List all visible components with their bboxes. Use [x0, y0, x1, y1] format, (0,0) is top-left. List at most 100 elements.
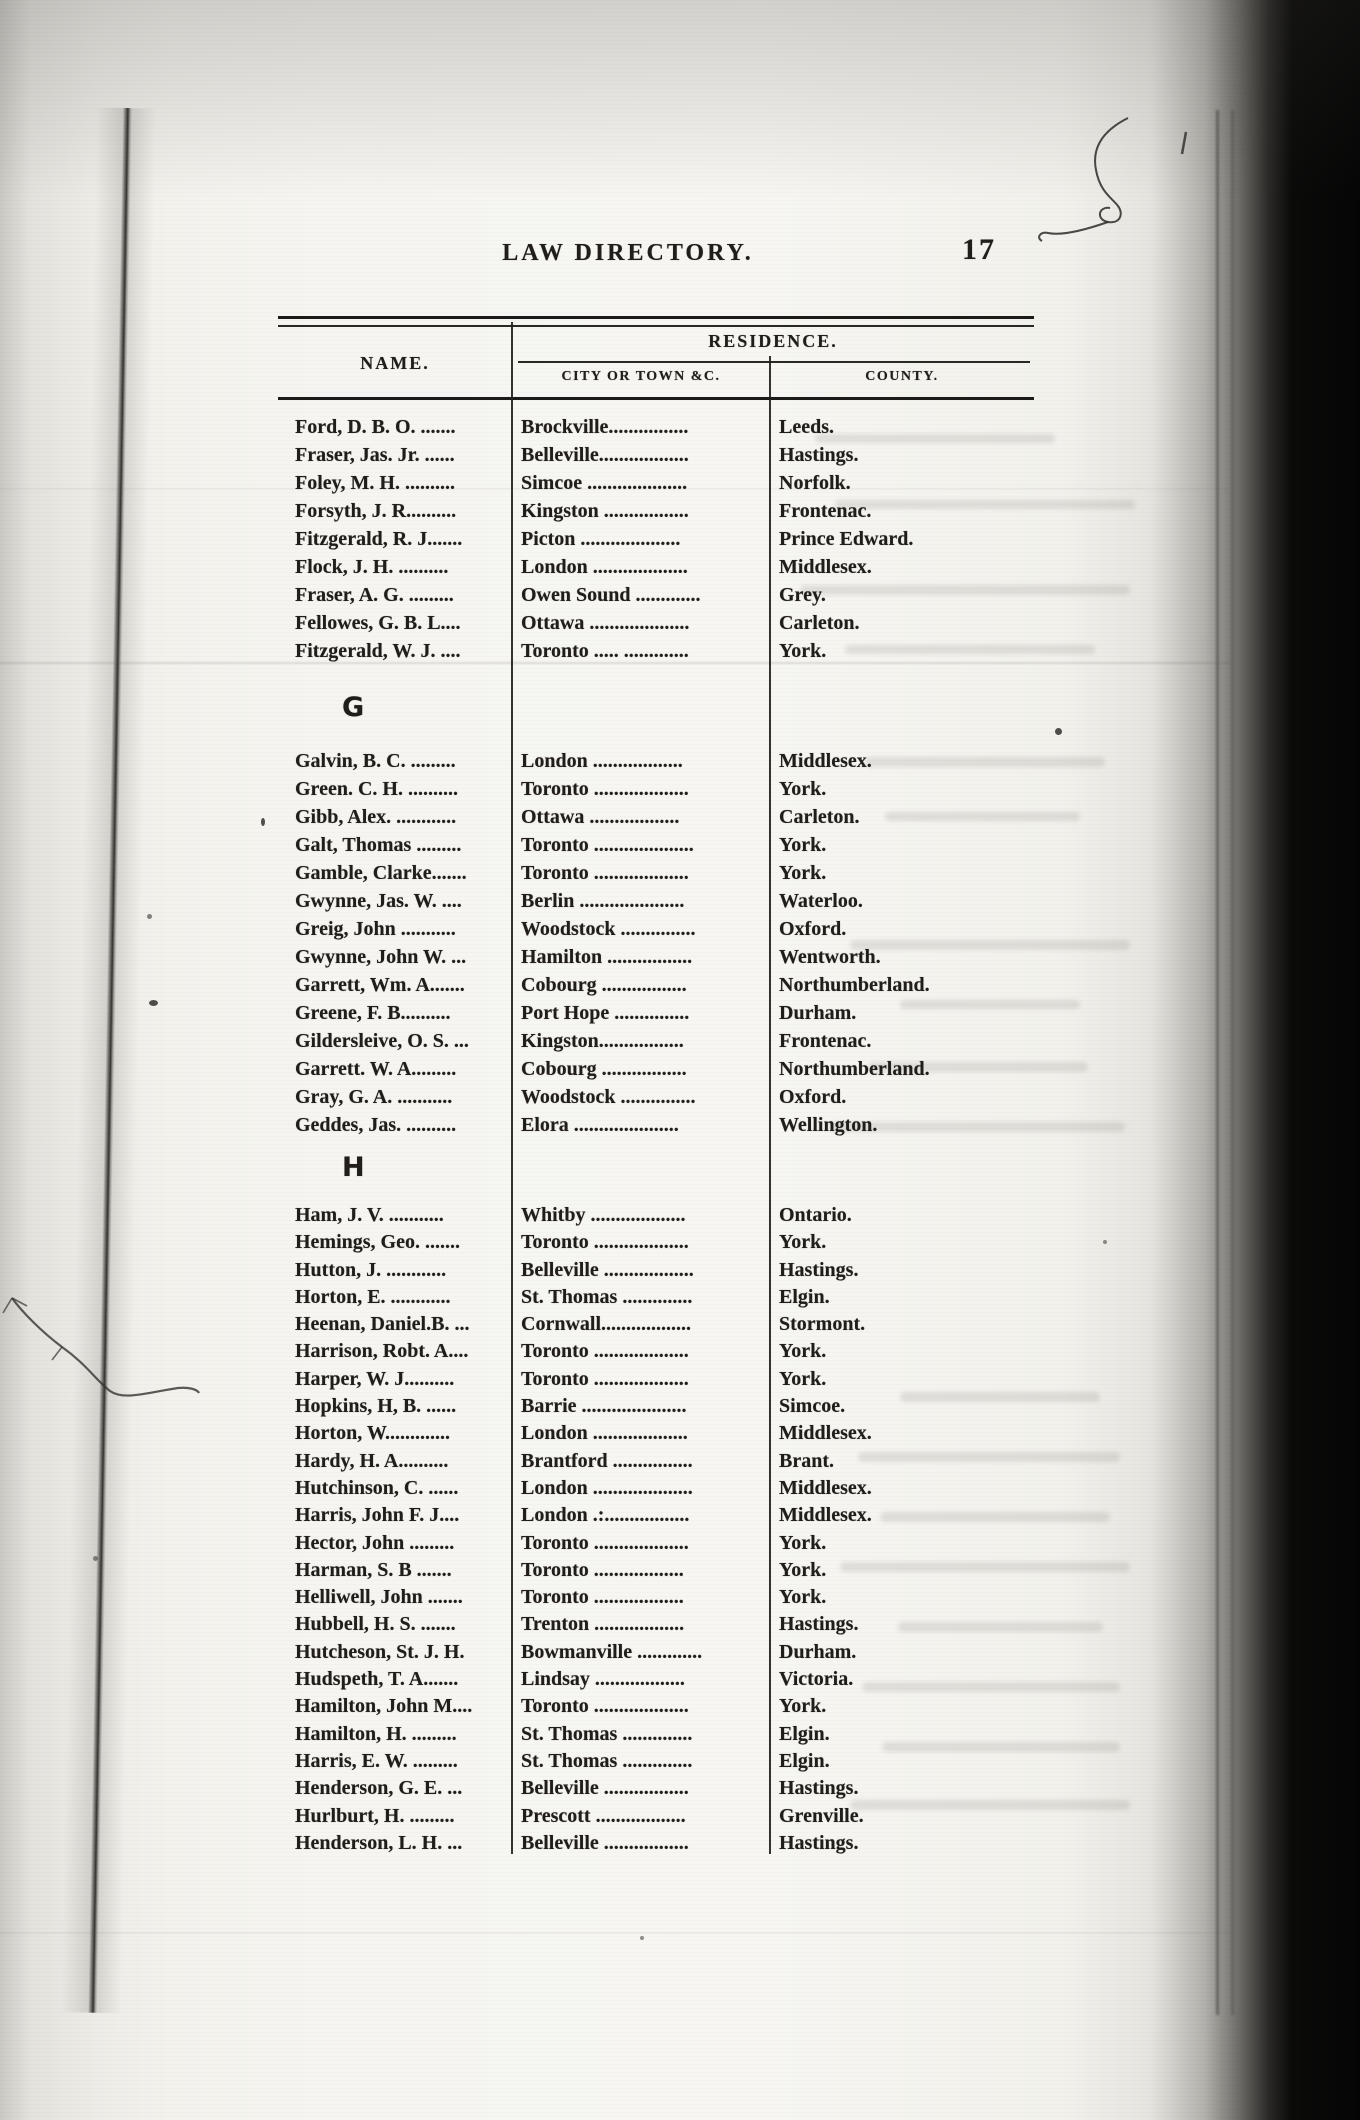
- row-name: Hubbell, H. S. .......: [295, 1613, 456, 1636]
- ink-speck: [261, 818, 265, 826]
- table-row: Gwynne, Jas. W. .... Berlin ............…: [278, 888, 1034, 916]
- row-city: Trenton ..................: [521, 1613, 685, 1636]
- row-county: Elgin.: [779, 1722, 830, 1745]
- bleedthrough-smudge: [880, 1512, 1110, 1522]
- row-city: Brantford ................: [521, 1449, 693, 1472]
- table-row: Fraser, A. G. ......... Owen Sound .....…: [278, 582, 1034, 610]
- row-county: Hastings.: [779, 1831, 859, 1854]
- row-city: Cobourg .................: [521, 974, 687, 996]
- bleedthrough-smudge: [830, 1122, 1125, 1132]
- row-name: Fraser, A. G. .........: [295, 584, 454, 606]
- row-city: Barrie .....................: [521, 1395, 687, 1418]
- table-row: Fellowes, G. B. L.... Ottawa ...........…: [278, 610, 1034, 638]
- row-city: Toronto ...................: [521, 862, 689, 884]
- table-row: Henderson, G. E. ... Belleville ........…: [278, 1775, 1034, 1802]
- bleedthrough-smudge: [815, 434, 1055, 443]
- row-city: Whitby ...................: [521, 1204, 686, 1226]
- row-name: Ham, J. V. ...........: [295, 1204, 444, 1226]
- row-county: York.: [779, 778, 827, 800]
- bleedthrough-smudge: [862, 1682, 1120, 1692]
- bleedthrough-smudge: [800, 585, 1130, 595]
- row-name: Hutchinson, C. ......: [295, 1476, 459, 1499]
- table-row: Garrett. W. A......... Cobourg .........…: [278, 1056, 1034, 1084]
- row-name: Hudspeth, T. A.......: [295, 1668, 459, 1691]
- row-name: Hurlburt, H. .........: [295, 1804, 455, 1827]
- row-city: Toronto ...................: [521, 1531, 689, 1554]
- row-name: Gwynne, John W. ...: [295, 946, 467, 968]
- table-row: Hamilton, H. ......... St. Thomas ......…: [278, 1721, 1034, 1748]
- table-row: Gildersleive, O. S. ... Kingston........…: [278, 1028, 1034, 1056]
- table-row: Hemings, Geo. ....... Toronto ..........…: [278, 1229, 1034, 1256]
- row-city: Brockville................: [521, 416, 689, 438]
- row-county: Oxford.: [779, 1086, 847, 1108]
- table-row: Horton, W............. London ..........…: [278, 1420, 1034, 1447]
- bleedthrough-smudge: [865, 757, 1105, 767]
- row-city: Ottawa ....................: [521, 612, 690, 634]
- row-name: Harman, S. B .......: [295, 1558, 452, 1581]
- row-city: Cobourg .................: [521, 1058, 687, 1080]
- row-name: Harris, E. W. .........: [295, 1749, 458, 1772]
- scan-streak: [0, 1932, 1230, 1934]
- row-county: York.: [779, 1586, 827, 1609]
- table-row: Hector, John ......... Toronto .........…: [278, 1530, 1034, 1557]
- row-county: Hastings.: [779, 444, 859, 466]
- row-city: Belleville ..................: [521, 1258, 694, 1281]
- table-row: Gray, G. A. ........... Woodstock ......…: [278, 1084, 1034, 1112]
- table-row: Hutton, J. ............ Belleville .....…: [278, 1257, 1034, 1284]
- table-row: Flock, J. H. .......... London .........…: [278, 554, 1034, 582]
- table-header: NAME. RESIDENCE. CITY OR TOWN &C. COUNTY…: [278, 327, 1034, 397]
- row-name: Galvin, B. C. .........: [295, 750, 456, 772]
- table-row: Hutchinson, C. ...... London ...........…: [278, 1475, 1034, 1502]
- row-city: Kingston .................: [521, 500, 689, 522]
- row-name: Fitzgerald, W. J. ....: [295, 640, 461, 662]
- row-city: Belleville .................: [521, 1777, 689, 1800]
- page-number: 17: [962, 233, 996, 266]
- table-row: Forsyth, J. R.......... Kingston .......…: [278, 498, 1034, 526]
- row-name: Foley, M. H. ..........: [295, 472, 455, 494]
- row-county: Norfolk.: [779, 472, 851, 494]
- section-rows: Galvin, B. C. ......... London .........…: [278, 748, 1034, 1140]
- row-city: Bowmanville .............: [521, 1640, 703, 1663]
- bleedthrough-smudge: [835, 500, 1135, 509]
- row-county: Waterloo.: [779, 890, 863, 912]
- row-county: Stormont.: [779, 1313, 866, 1336]
- row-name: Helliwell, John .......: [295, 1586, 463, 1609]
- row-county: Prince Edward.: [779, 528, 914, 550]
- row-city: London ..................: [521, 750, 683, 772]
- page-title: LAW DIRECTORY.: [502, 240, 754, 266]
- row-name: Hamilton, H. .........: [295, 1722, 457, 1745]
- row-county: Durham.: [779, 1640, 857, 1663]
- row-name: Henderson, L. H. ...: [295, 1831, 463, 1854]
- row-county: Victoria.: [779, 1668, 854, 1691]
- row-county: Frontenac.: [779, 1030, 872, 1052]
- row-county: Middlesex.: [779, 1422, 872, 1445]
- row-name: Horton, W.............: [295, 1422, 451, 1445]
- section-letter: G: [342, 692, 366, 723]
- row-county: York.: [779, 1231, 827, 1254]
- bleedthrough-smudge: [900, 1000, 1080, 1009]
- row-county: York.: [779, 640, 827, 662]
- row-city: Lindsay ..................: [521, 1668, 685, 1691]
- ink-speck: [149, 1000, 158, 1006]
- directory-table: NAME. RESIDENCE. CITY OR TOWN &C. COUNTY…: [278, 300, 1034, 1857]
- row-county: York.: [779, 1340, 827, 1363]
- row-city: London .:.................: [521, 1504, 690, 1527]
- row-name: Greene, F. B..........: [295, 1002, 451, 1024]
- row-name: Hardy, H. A..........: [295, 1449, 449, 1472]
- ink-speck: [93, 1556, 98, 1561]
- row-county: Northumberland.: [779, 1058, 930, 1080]
- row-name: Hopkins, H, B. ......: [295, 1395, 457, 1418]
- residence-sub-rule: [518, 361, 1030, 363]
- row-city: London ....................: [521, 1476, 693, 1499]
- table-row: Garrett, Wm. A....... Cobourg ..........…: [278, 972, 1034, 1000]
- row-city: Toronto ...................: [521, 1695, 689, 1718]
- row-county: Middlesex.: [779, 556, 872, 578]
- page-edge-line: [1216, 110, 1219, 2015]
- row-county: Middlesex.: [779, 750, 872, 772]
- bleedthrough-smudge: [850, 940, 1130, 950]
- row-county: Grey.: [779, 584, 826, 606]
- row-county: Frontenac.: [779, 500, 872, 522]
- row-name: Gibb, Alex. ............: [295, 806, 457, 828]
- table-row: Ford, D. B. O. ....... Brockville.......…: [278, 414, 1034, 442]
